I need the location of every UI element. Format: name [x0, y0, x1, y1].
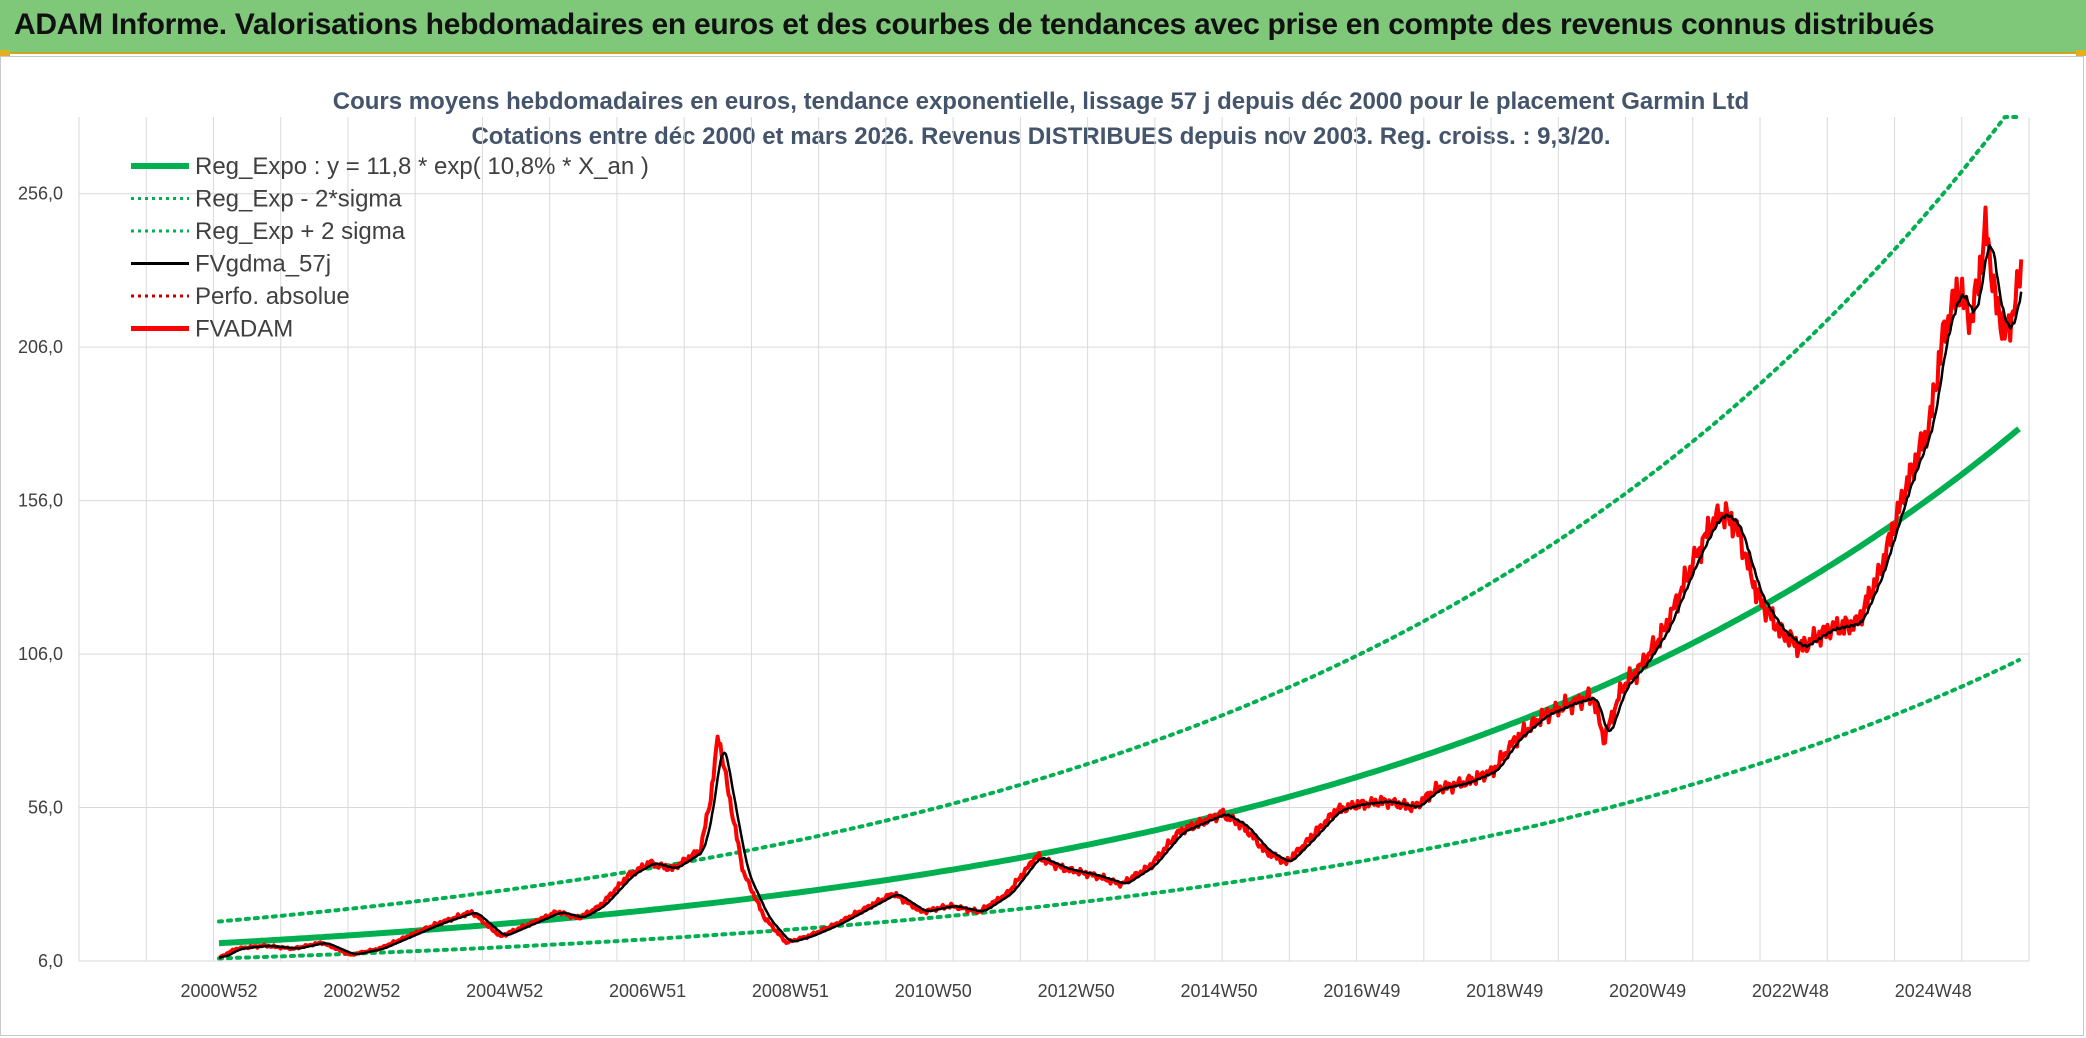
y-tick-label: 256,0 — [18, 184, 63, 204]
x-axis-ticks: 2000W52 2002W52 2004W52 2006W51 2008W51 2010W… — [180, 981, 1971, 1001]
legend-label: FVADAM — [195, 316, 293, 343]
legend-label: Perfo. absolue — [195, 283, 350, 310]
y-tick-label: 206,0 — [18, 337, 63, 357]
y-tick-label: 156,0 — [18, 491, 63, 511]
header-banner: ADAM Informe. Valorisations hebdomadaire… — [0, 0, 2086, 56]
chart-title: Cours moyens hebdomadaires en euros, ten… — [333, 88, 1749, 115]
banner-corner-right — [2076, 50, 2086, 56]
x-tick-label: 2012W50 — [1038, 981, 1115, 1001]
chart-frame: Cours moyens hebdomadaires en euros, ten… — [0, 56, 2084, 1036]
legend-label: Reg_Exp - 2*sigma — [195, 186, 402, 213]
x-tick-label: 2020W49 — [1609, 981, 1686, 1001]
series-lines — [217, 115, 2024, 961]
legend: Reg_Expo : y = 11,8 * exp( 10,8% * X_an … — [131, 153, 649, 343]
x-tick-label: 2002W52 — [323, 981, 400, 1001]
x-tick-label: 2006W51 — [609, 981, 686, 1001]
legend-label: Reg_Exp + 2 sigma — [195, 218, 406, 245]
x-tick-label: 2010W50 — [895, 981, 972, 1001]
x-tick-label: 2004W52 — [466, 981, 543, 1001]
x-tick-label: 2008W51 — [752, 981, 829, 1001]
x-tick-label: 2018W49 — [1466, 981, 1543, 1001]
fvgdma-57j-line — [218, 244, 2023, 959]
header-title: ADAM Informe. Valorisations hebdomadaire… — [14, 8, 1935, 41]
y-tick-label: 6,0 — [38, 951, 63, 971]
legend-label: Reg_Expo : y = 11,8 * exp( 10,8% * X_an … — [195, 153, 649, 180]
fvadam-line — [218, 205, 2024, 960]
x-tick-label: 2016W49 — [1323, 981, 1400, 1001]
y-axis-ticks: 6,0 56,0 106,0 156,0 206,0 256,0 — [18, 184, 63, 971]
legend-label: FVgdma_57j — [195, 251, 331, 278]
x-tick-label: 2022W48 — [1752, 981, 1829, 1001]
reg-expo-line — [218, 426, 2021, 947]
banner-corner-left — [0, 50, 10, 56]
x-tick-label: 2000W52 — [180, 981, 257, 1001]
reg-exp-minus-2sigma-line — [217, 658, 2021, 961]
y-tick-label: 106,0 — [18, 644, 63, 664]
chart-canvas: Cours moyens hebdomadaires en euros, ten… — [18, 88, 2030, 1001]
x-tick-label: 2014W50 — [1180, 981, 1257, 1001]
x-tick-label: 2024W48 — [1895, 981, 1972, 1001]
chart-subtitle: Cotations entre déc 2000 et mars 2026. R… — [471, 123, 1610, 150]
y-tick-label: 56,0 — [28, 798, 63, 818]
reg-exp-plus-2sigma-line — [217, 115, 2021, 924]
